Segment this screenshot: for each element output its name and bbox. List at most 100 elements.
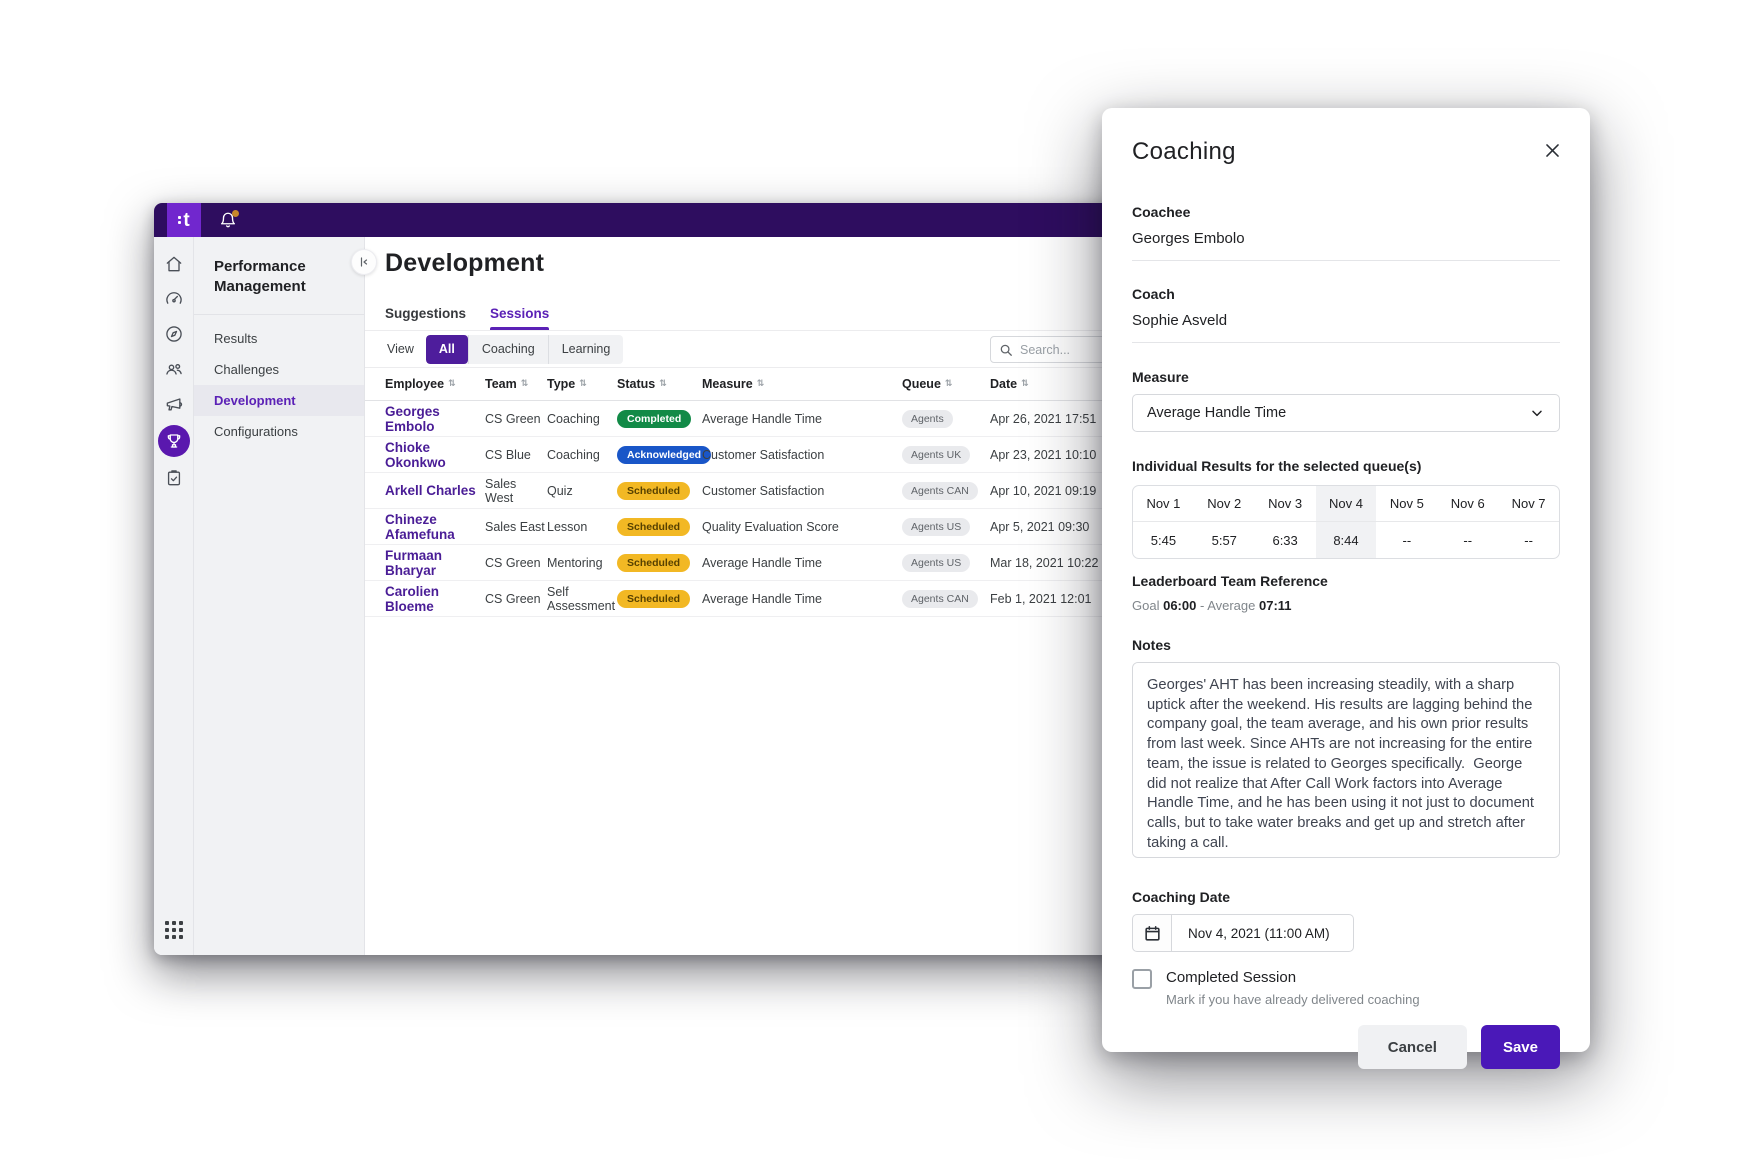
employee-link[interactable]: Georges Embolo [385,403,440,434]
measure-cell: Quality Evaluation Score [702,519,839,534]
tab-suggestions[interactable]: Suggestions [385,306,467,321]
collapse-panel-button[interactable] [351,249,377,275]
table-row[interactable]: Furmaan Bharyar CS Green Mentoring Sched… [365,545,1154,581]
tab-sessions[interactable]: Sessions [490,306,550,330]
chevron-down-icon [1532,410,1542,417]
nav-item-results[interactable]: Results [214,330,258,346]
queue-cell: Agents UK [902,445,990,464]
filter-option-coaching[interactable]: Coaching [467,334,548,364]
completed-session-checkbox[interactable] [1132,969,1152,989]
status-cell: Scheduled [617,481,702,500]
sort-icon: ⇅ [659,379,667,389]
status-badge: Scheduled [617,517,691,536]
status-badge: Completed [617,409,692,428]
column-header-status[interactable]: Status ⇅ [617,377,667,391]
goal-value: 06:00 [1163,598,1197,613]
notifications-button[interactable] [219,210,239,229]
status-cell: Scheduled [617,589,702,608]
results-value-highlighted: 8:44 [1315,522,1377,558]
measure-select[interactable]: Average Handle Time [1132,394,1560,432]
top-bar: t [154,203,1154,237]
coachee-field: Coachee Georges Embolo [1132,204,1560,261]
coach-value: Sophie Asveld [1132,312,1228,329]
column-header-date[interactable]: Date ⇅ [990,377,1029,391]
measure-cell: Average Handle Time [702,411,822,426]
column-header-employee[interactable]: Employee ⇅ [385,377,456,391]
notes-section: Notes Georges' AHT has been increasing s… [1132,637,1560,863]
completed-session-row: Completed Session Mark if you have alrea… [1132,968,1560,1007]
queue-cell: Agents CAN [902,589,990,608]
development-trophy-icon[interactable] [157,425,190,457]
table-row[interactable]: Chineze Afamefuna Sales East Lesson Sche… [365,509,1154,545]
employee-link[interactable]: Carolien Bloeme [385,583,440,614]
results-value: 5:45 [1150,532,1177,548]
nav-item-development[interactable]: Development [194,384,364,416]
compass-icon[interactable] [163,323,185,345]
cancel-button[interactable]: Cancel [1357,1025,1467,1069]
modal-actions: Cancel Save [1132,1025,1560,1069]
column-header-team[interactable]: Team ⇅ [485,377,529,391]
date-cell: Apr 5, 2021 09:30 [990,519,1090,534]
table-row[interactable]: Georges Embolo CS Green Coaching Complet… [365,401,1154,437]
queue-badge: Agents US [902,553,971,572]
sort-icon: ⇅ [448,379,456,389]
measure-cell: Customer Satisfaction [702,447,825,462]
nav-item-configurations[interactable]: Configurations [214,423,298,439]
results-col-header: Nov 1 [1133,486,1194,522]
column-header-measure[interactable]: Measure ⇅ [702,377,765,391]
results-table: Nov 1 Nov 2 Nov 3 Nov 4 Nov 5 Nov 6 Nov … [1132,485,1560,559]
results-col-header: Nov 2 [1193,486,1255,522]
dashboard-icon[interactable] [163,288,185,310]
column-header-type[interactable]: Type ⇅ [547,377,587,391]
sort-icon: ⇅ [579,379,587,389]
team-cell: Sales East [485,519,545,534]
table-row[interactable]: Chioke Okonkwo CS Blue Coaching Acknowle… [365,437,1154,473]
notes-label: Notes [1132,637,1171,653]
coaching-date-label: Coaching Date [1132,889,1231,905]
clipboard-icon[interactable] [163,467,185,489]
results-value: 6:33 [1272,532,1298,548]
employee-link[interactable]: Chineze Afamefuna [385,511,455,542]
filter-option-all[interactable]: All [425,334,468,364]
view-filter-label: View [387,342,414,356]
notes-textarea[interactable]: Georges' AHT has been increasing steadil… [1132,662,1560,858]
page-title: Development [385,249,545,277]
app-window: t [154,203,1154,955]
users-icon[interactable] [163,358,185,380]
calendar-button[interactable] [1132,914,1172,952]
collapse-panel-icon [360,257,368,267]
results-value: 5:57 [1211,532,1237,548]
results-col-header-highlighted: Nov 4 [1315,486,1377,522]
save-button[interactable]: Save [1480,1025,1560,1069]
employee-link[interactable]: Furmaan Bharyar [385,547,443,578]
team-cell: CS Green [485,591,541,606]
type-cell: Coaching [547,411,600,426]
status-cell: Scheduled [617,553,702,572]
employee-link[interactable]: Chioke Okonkwo [385,439,446,470]
filter-bar: View All Coaching Learning [365,331,1154,368]
close-icon [1545,143,1559,157]
column-header-queue[interactable]: Queue ⇅ [902,377,953,391]
home-icon[interactable] [163,253,185,275]
divider [1132,260,1560,261]
date-cell: Feb 1, 2021 12:01 [990,591,1092,606]
close-button[interactable] [1540,138,1564,162]
apps-grid-icon[interactable] [164,921,183,939]
nav-item-challenges[interactable]: Challenges [214,361,280,377]
announcements-icon[interactable] [163,393,185,415]
icon-rail [154,237,194,955]
status-badge: Acknowledged [617,445,712,464]
results-value: -- [1463,532,1473,548]
queue-cell: Agents CAN [902,481,990,500]
coach-field: Coach Sophie Asveld [1132,286,1560,343]
coaching-date-field[interactable]: Nov 4, 2021 (11:00 AM) [1172,914,1354,952]
table-row[interactable]: Carolien Bloeme CS Green Self Assessment… [365,581,1154,617]
table-row[interactable]: Arkell Charles Sales West Quiz Scheduled… [365,473,1154,509]
measure-selected-value: Average Handle Time [1147,405,1287,421]
leaderboard-values: Goal 06:00 - Average 07:11 [1132,598,1292,613]
individual-results-section: Individual Results for the selected queu… [1132,458,1560,559]
employee-link[interactable]: Arkell Charles [385,483,476,498]
measure-field: Measure Average Handle Time [1132,369,1560,432]
filter-option-learning[interactable]: Learning [547,334,624,364]
app-logo[interactable]: t [167,203,201,237]
